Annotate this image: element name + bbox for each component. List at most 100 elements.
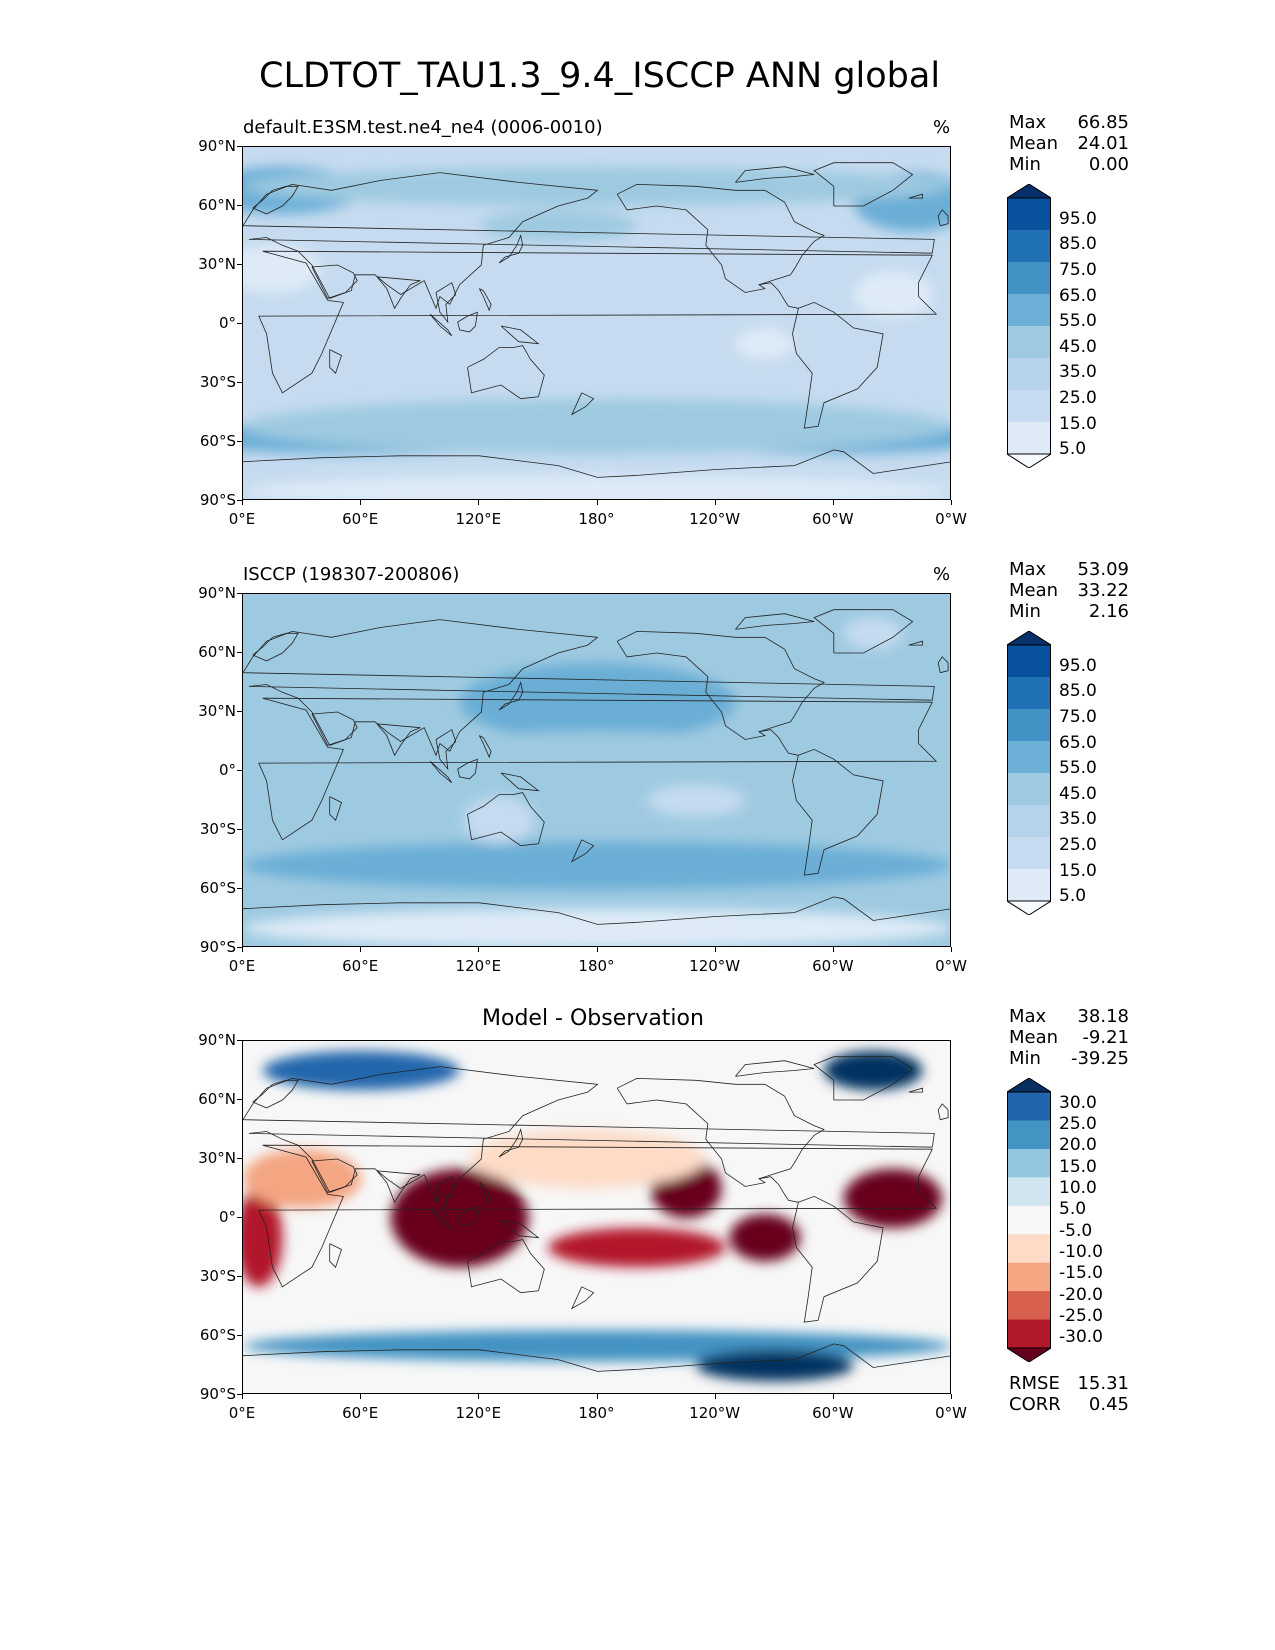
lon-tick-label: 0°W bbox=[935, 957, 967, 975]
colorbar-bin bbox=[1007, 741, 1051, 774]
colorbar-tick-label: -15.0 bbox=[1059, 1263, 1103, 1284]
lon-tick-mark bbox=[478, 1394, 480, 1399]
coastline bbox=[478, 1182, 492, 1206]
coastline bbox=[243, 449, 950, 478]
lat-tick-label: 30°N bbox=[198, 1149, 236, 1167]
lon-tick-mark bbox=[951, 947, 952, 952]
coastline bbox=[735, 1060, 815, 1077]
coastline bbox=[813, 1056, 914, 1101]
colorbar-bin bbox=[1007, 1262, 1051, 1292]
lat-tick-mark bbox=[237, 500, 242, 501]
stat-label-max: Max bbox=[1009, 559, 1047, 580]
lon-tick-label: 0°E bbox=[228, 510, 256, 528]
colorbar-tick-label: 25.0 bbox=[1059, 388, 1097, 408]
colorbar-tick-label: 20.0 bbox=[1059, 1135, 1097, 1156]
lat-tick-label: 60°N bbox=[198, 643, 236, 661]
colorbar bbox=[1007, 631, 1051, 915]
colorbar-tick-label: 5.0 bbox=[1059, 886, 1087, 907]
colorbar-tick-label: 95.0 bbox=[1059, 208, 1097, 229]
field-contour bbox=[843, 617, 903, 650]
lon-tick-mark bbox=[478, 500, 480, 505]
coastline bbox=[252, 185, 299, 215]
field-contour bbox=[243, 1149, 362, 1209]
colorbar-bin bbox=[1007, 422, 1051, 455]
field-contour bbox=[243, 841, 950, 889]
colorbar-tick-label: 25.0 bbox=[1059, 835, 1097, 855]
colorbar-tick-label: 75.0 bbox=[1059, 707, 1097, 727]
lat-tick-label: 30°N bbox=[198, 255, 236, 273]
colorbar-tick-label: 95.0 bbox=[1059, 655, 1097, 676]
lon-tick-mark bbox=[242, 1394, 243, 1399]
colorbar-bin bbox=[1007, 1148, 1051, 1178]
coastline bbox=[478, 288, 492, 312]
field-contour bbox=[843, 1168, 943, 1228]
coastline bbox=[500, 772, 540, 792]
coastline bbox=[258, 697, 938, 841]
coastline bbox=[937, 656, 949, 674]
lat-tick-label: 30°N bbox=[198, 702, 236, 720]
colorbar-bin bbox=[1007, 1177, 1051, 1207]
coastline bbox=[571, 839, 595, 863]
coastline bbox=[758, 282, 799, 309]
coastline bbox=[616, 1077, 825, 1187]
coastline bbox=[258, 1144, 938, 1288]
coastline bbox=[498, 234, 524, 264]
lat-tick-label: 90°S bbox=[199, 491, 236, 509]
coastline bbox=[500, 325, 540, 345]
rmse-label: RMSE bbox=[1009, 1373, 1060, 1394]
colorbar-bin bbox=[1007, 869, 1051, 902]
coastline bbox=[243, 619, 935, 757]
lon-tick-mark bbox=[596, 1394, 598, 1399]
colorbar-bin bbox=[1007, 1120, 1051, 1150]
panel-title: Model - Observation bbox=[482, 1006, 704, 1031]
colorbar-extend-min bbox=[1007, 1347, 1051, 1362]
lat-tick-mark bbox=[237, 323, 242, 324]
colorbar-tick-label: 15.0 bbox=[1059, 860, 1097, 881]
colorbar-tick-label: -30.0 bbox=[1059, 1327, 1103, 1348]
colorbar-bin bbox=[1007, 645, 1051, 678]
lon-tick-mark bbox=[714, 947, 716, 952]
lat-tick-mark bbox=[237, 1040, 242, 1041]
stat-value-max: 66.85 bbox=[1077, 112, 1129, 133]
lon-tick-label: 0°E bbox=[228, 1404, 256, 1422]
coastline bbox=[457, 758, 478, 780]
coastline bbox=[243, 1343, 950, 1372]
field-contour bbox=[243, 475, 950, 499]
colorbar-bin bbox=[1007, 358, 1051, 391]
lon-tick-label: 120°W bbox=[689, 957, 741, 975]
lat-tick-label: 0° bbox=[218, 314, 236, 332]
field-contour bbox=[735, 327, 795, 360]
map-plot bbox=[242, 1040, 951, 1394]
lon-tick-mark bbox=[832, 947, 834, 952]
lon-tick-label: 120°E bbox=[455, 1404, 502, 1422]
stat-label-mean: Mean bbox=[1009, 133, 1059, 154]
coastline bbox=[908, 1087, 923, 1093]
colorbar-tick-label: 55.0 bbox=[1059, 311, 1097, 332]
lat-tick-label: 60°S bbox=[199, 1326, 236, 1344]
colorbar-extend-max bbox=[1007, 631, 1051, 646]
lon-tick-mark bbox=[360, 1394, 362, 1399]
colorbar bbox=[1007, 1078, 1051, 1362]
colorbar-bin bbox=[1007, 709, 1051, 742]
coastline bbox=[813, 609, 914, 654]
coastline bbox=[467, 345, 545, 400]
coastline bbox=[758, 729, 799, 756]
lat-tick-label: 90°N bbox=[198, 1031, 236, 1049]
field-contour bbox=[853, 270, 933, 319]
colorbar-bin bbox=[1007, 1205, 1051, 1235]
lon-tick-mark bbox=[596, 947, 598, 952]
colorbar-tick-label: 25.0 bbox=[1059, 1114, 1097, 1134]
colorbar-bin bbox=[1007, 677, 1051, 710]
lat-tick-mark bbox=[237, 770, 242, 771]
colorbar-tick-label: 55.0 bbox=[1059, 758, 1097, 779]
lat-tick-label: 0° bbox=[218, 761, 236, 779]
coastline bbox=[243, 896, 950, 925]
colorbar-tick-label: 15.0 bbox=[1059, 1156, 1097, 1177]
coastline bbox=[908, 193, 923, 199]
lat-tick-mark bbox=[237, 711, 242, 712]
coastline bbox=[498, 1128, 524, 1158]
colorbar-tick-label: 35.0 bbox=[1059, 362, 1097, 383]
coastline bbox=[571, 392, 595, 416]
field-contour bbox=[469, 1129, 706, 1189]
field-contour bbox=[695, 1349, 854, 1382]
